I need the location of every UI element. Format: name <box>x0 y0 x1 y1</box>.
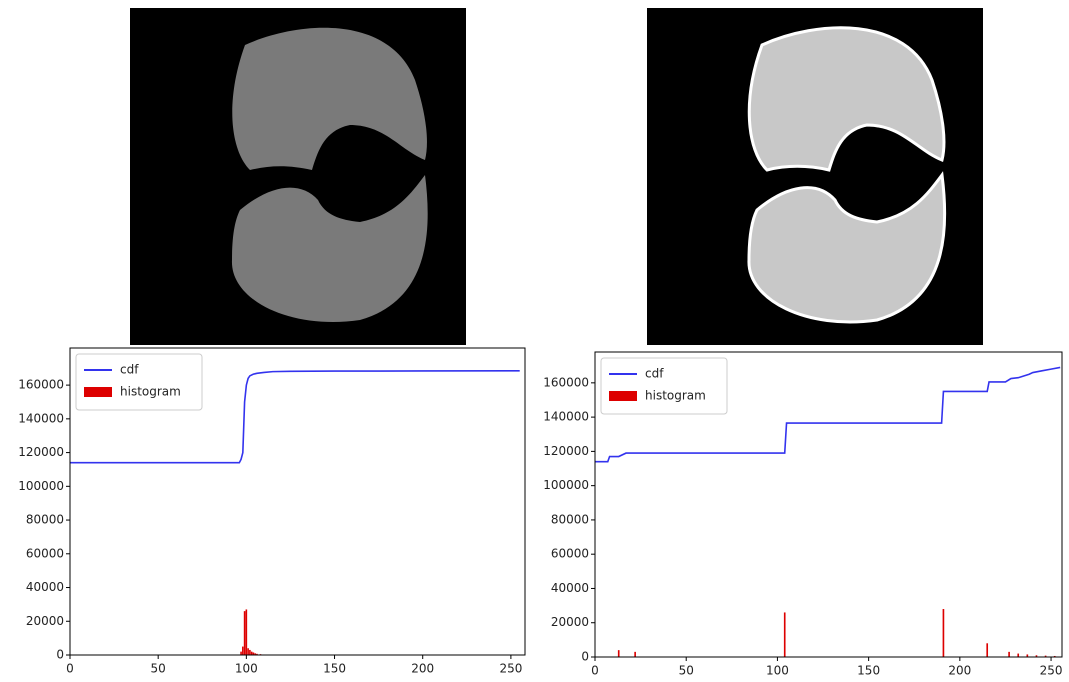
y-tick-label: 120000 <box>543 444 589 458</box>
legend-label: histogram <box>645 389 706 403</box>
y-tick-label: 140000 <box>18 411 64 425</box>
histogram-bar <box>783 612 786 657</box>
x-tick-label: 50 <box>151 662 166 676</box>
axes-frame <box>69 347 526 656</box>
histogram-bar <box>1017 653 1020 657</box>
axes-frame <box>594 351 1063 658</box>
x-tick-label: 100 <box>235 662 258 676</box>
plot-area <box>70 369 520 655</box>
histogram-bar <box>242 646 244 655</box>
y-tick-label: 40000 <box>551 581 589 595</box>
cdf-line <box>70 369 520 464</box>
histogram-bar <box>1008 651 1010 657</box>
y-tick-label: 160000 <box>18 378 64 392</box>
y-tick-label: 160000 <box>543 375 589 389</box>
histogram-bar <box>243 611 246 655</box>
x-tick-label: 250 <box>499 662 522 676</box>
y-tick-label: 100000 <box>543 478 589 492</box>
x-tick-label: 250 <box>1040 664 1063 678</box>
x-tick-label: 150 <box>857 664 880 678</box>
histogram-bar <box>942 609 945 657</box>
legend-label: cdf <box>120 363 139 377</box>
y-tick-label: 100000 <box>18 479 64 493</box>
legend-box <box>75 353 203 411</box>
histogram-bar <box>634 651 636 657</box>
y-tick-label: 80000 <box>26 513 64 527</box>
histogram-bar <box>1044 655 1047 657</box>
ct-image-original <box>130 8 466 345</box>
histogram-bar <box>252 652 255 655</box>
histogram-bar <box>986 643 989 657</box>
histogram-bar <box>245 609 248 655</box>
chart: 0 50 100 150 200 250 0 20000 40000 60000 80000 1000… <box>543 351 1063 678</box>
histogram-bar <box>240 651 242 655</box>
x-tick-label: 200 <box>411 662 434 676</box>
x-tick-label: 150 <box>323 662 346 676</box>
x-tick-label: 100 <box>766 664 789 678</box>
y-tick-label: 20000 <box>551 615 589 629</box>
histogram-bar <box>254 653 256 655</box>
y-tick-label: 60000 <box>551 547 589 561</box>
y-tick-label: 0 <box>56 648 64 662</box>
histogram-bar <box>256 653 258 655</box>
ct-image-equalized <box>647 8 983 345</box>
y-tick-label: 60000 <box>26 546 64 560</box>
y-tick-label: 40000 <box>26 580 64 594</box>
legend-swatch <box>84 387 112 397</box>
cdf-line <box>595 366 1061 463</box>
legend-swatch <box>609 391 637 401</box>
x-tick-label: 0 <box>66 662 74 676</box>
legend-label: histogram <box>120 385 181 399</box>
plot-area <box>595 366 1061 657</box>
y-tick-label: 20000 <box>26 614 64 628</box>
x-tick-label: 0 <box>591 664 599 678</box>
y-tick-label: 120000 <box>18 445 64 459</box>
legend-box <box>600 357 728 415</box>
histogram-bar <box>250 651 253 655</box>
histogram-bar <box>249 649 251 655</box>
legend-label: cdf <box>645 367 664 381</box>
histogram-bar <box>247 648 249 655</box>
y-tick-label: 80000 <box>551 512 589 526</box>
histogram-bar <box>1035 655 1038 657</box>
histogram-bar <box>1053 655 1056 657</box>
histogram-bar <box>617 650 620 657</box>
x-tick-label: 200 <box>948 664 971 678</box>
chart: 0 50 100 150 200 250 0 20000 40000 60000 80000 1000… <box>18 347 526 676</box>
y-tick-label: 0 <box>581 650 589 664</box>
x-tick-label: 50 <box>679 664 694 678</box>
y-tick-label: 140000 <box>543 410 589 424</box>
histogram-bar <box>1026 654 1029 657</box>
